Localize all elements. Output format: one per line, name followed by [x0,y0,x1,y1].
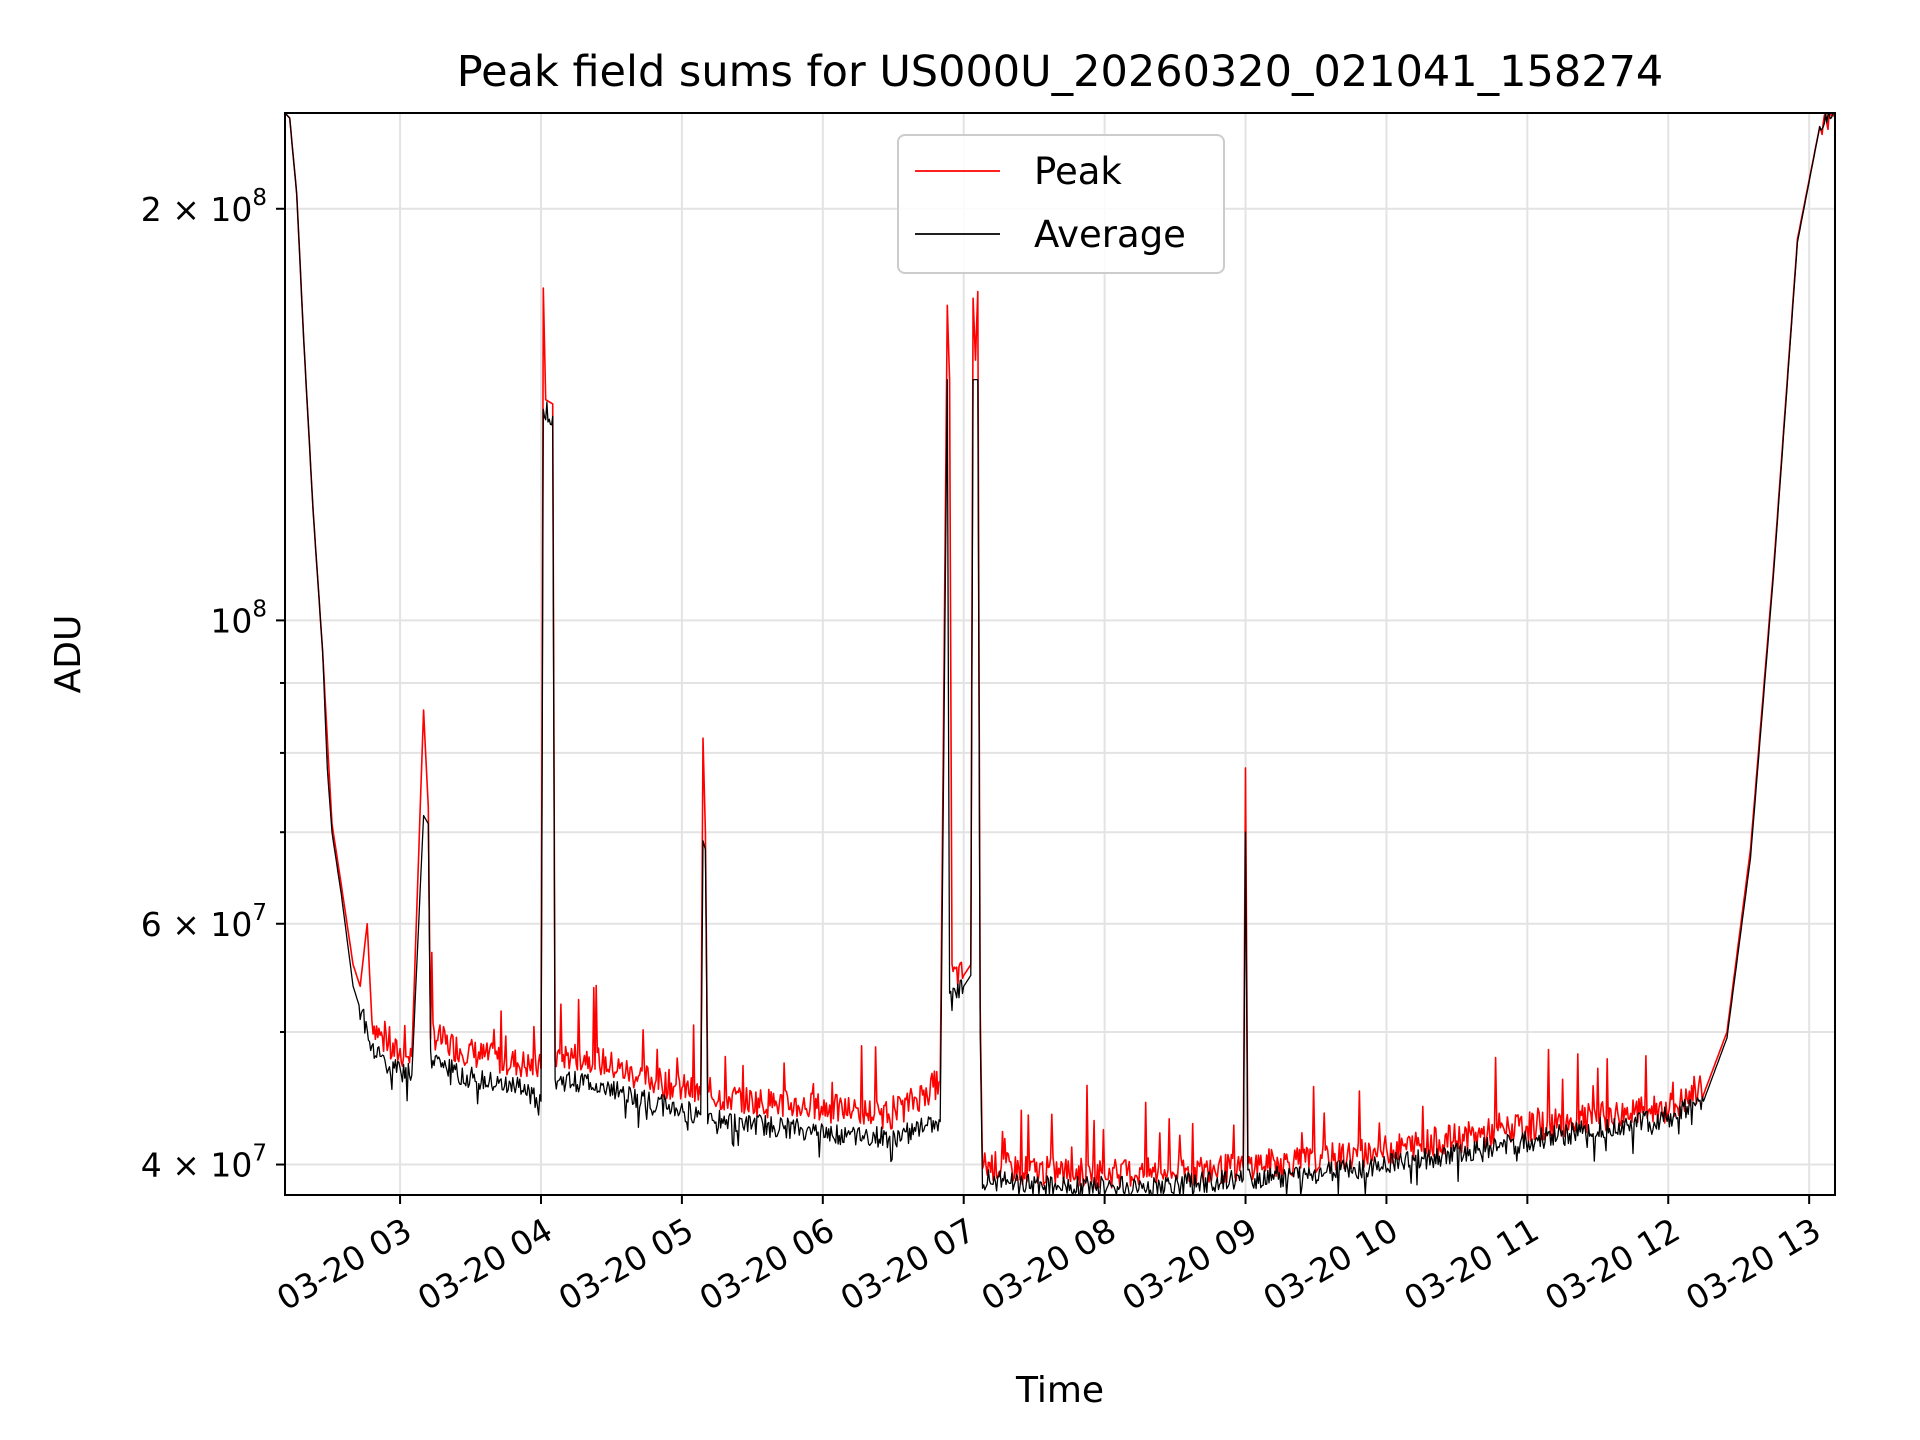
y-tick-label: 6 × 107 [141,900,267,944]
chart-title: Peak field sums for US000U_20260320_0210… [457,47,1664,97]
series-line-average [284,112,1835,1196]
y-tick-label: 2 × 108 [141,185,267,229]
y-tick-label: 108 [210,596,267,640]
legend-label-peak: Peak [1034,150,1122,193]
x-axis-label: Time [1015,1370,1104,1411]
plot-frame [284,112,1836,1196]
series-layer [284,112,1836,1196]
legend-box [897,134,1225,274]
y-tick-label: 4 × 107 [141,1141,267,1185]
legend-label-average: Average [1034,213,1186,256]
series-line-peak [284,112,1836,1189]
y-axis-label: ADU [48,615,89,694]
legend: Peak Average [897,134,1225,274]
